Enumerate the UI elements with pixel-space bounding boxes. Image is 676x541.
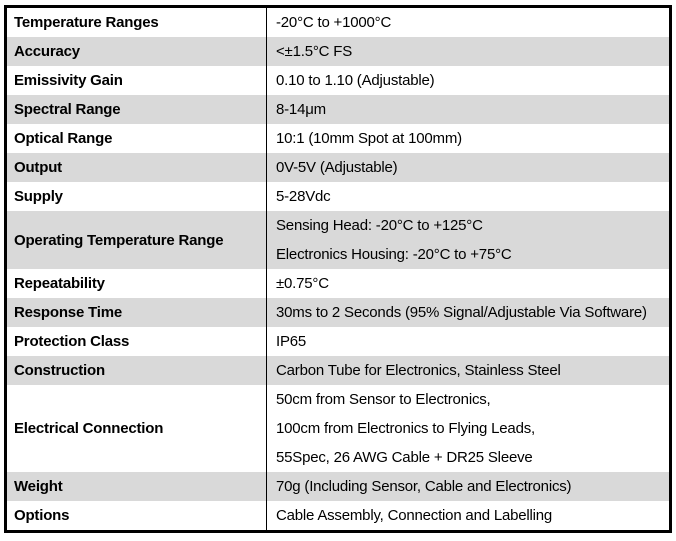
- spec-name: Accuracy: [14, 43, 80, 60]
- spec-name: Output: [14, 159, 62, 176]
- spec-name-cell: Operating Temperature Range: [7, 211, 267, 269]
- spec-value-line: Cable Assembly, Connection and Labelling: [276, 507, 553, 524]
- spec-name: Electrical Connection: [14, 420, 164, 437]
- table-row: Optical Range 10:1 (10mm Spot at 100mm): [7, 124, 669, 153]
- spec-name: Weight: [14, 478, 63, 495]
- spec-name: Construction: [14, 362, 105, 379]
- table-row: Output 0V-5V (Adjustable): [7, 153, 669, 182]
- spec-name: Repeatability: [14, 275, 105, 292]
- spec-name-cell: Optical Range: [7, 124, 267, 153]
- spec-value-line: 30ms to 2 Seconds (95% Signal/Adjustable…: [276, 304, 647, 321]
- spec-value-line: 5-28Vdc: [276, 188, 331, 205]
- spec-name-cell: Repeatability: [7, 269, 267, 298]
- spec-value-cell: -20°C to +1000°C: [267, 8, 669, 37]
- spec-name-cell: Protection Class: [7, 327, 267, 356]
- spec-value-line: Carbon Tube for Electronics, Stainless S…: [276, 362, 561, 379]
- spec-name: Temperature Ranges: [14, 14, 159, 31]
- spec-name-cell: Supply: [7, 182, 267, 211]
- table-row: Spectral Range 8-14μm: [7, 95, 669, 124]
- spec-name-cell: Output: [7, 153, 267, 182]
- spec-name-cell: Construction: [7, 356, 267, 385]
- table-row: Emissivity Gain 0.10 to 1.10 (Adjustable…: [7, 66, 669, 95]
- table-row: Supply 5-28Vdc: [7, 182, 669, 211]
- table-row: Operating Temperature Range Sensing Head…: [7, 211, 669, 269]
- spec-name-cell: Options: [7, 501, 267, 530]
- spec-name: Spectral Range: [14, 101, 121, 118]
- spec-name-cell: Weight: [7, 472, 267, 501]
- spec-name-cell: Accuracy: [7, 37, 267, 66]
- spec-name: Protection Class: [14, 333, 130, 350]
- spec-value-cell: 10:1 (10mm Spot at 100mm): [267, 124, 669, 153]
- spec-name-cell: Response Time: [7, 298, 267, 327]
- spec-value-cell: Sensing Head: -20°C to +125°C Electronics…: [267, 211, 669, 269]
- spec-name: Optical Range: [14, 130, 113, 147]
- spec-value-cell: 5-28Vdc: [267, 182, 669, 211]
- spec-name: Response Time: [14, 304, 122, 321]
- table-row: Options Cable Assembly, Connection and L…: [7, 501, 669, 530]
- specification-table: Temperature Ranges -20°C to +1000°C Accu…: [4, 5, 672, 533]
- spec-value-cell: ±0.75°C: [267, 269, 669, 298]
- spec-name-cell: Electrical Connection: [7, 385, 267, 472]
- table-row: Response Time 30ms to 2 Seconds (95% Sig…: [7, 298, 669, 327]
- table-row: Electrical Connection 50cm from Sensor t…: [7, 385, 669, 472]
- spec-value-line: Electronics Housing: -20°C to +75°C: [276, 246, 512, 263]
- spec-value-line: -20°C to +1000°C: [276, 14, 392, 31]
- spec-value-cell: 8-14μm: [267, 95, 669, 124]
- spec-value-line: 8-14μm: [276, 101, 326, 118]
- spec-value-line: 10:1 (10mm Spot at 100mm): [276, 130, 462, 147]
- table-row: Construction Carbon Tube for Electronics…: [7, 356, 669, 385]
- spec-value-cell: <±1.5°C FS: [267, 37, 669, 66]
- spec-value-line: 55Spec, 26 AWG Cable + DR25 Sleeve: [276, 449, 533, 466]
- table-row: Protection Class IP65: [7, 327, 669, 356]
- spec-value-cell: 0V-5V (Adjustable): [267, 153, 669, 182]
- table-row: Accuracy <±1.5°C FS: [7, 37, 669, 66]
- spec-name: Emissivity Gain: [14, 72, 123, 89]
- spec-name: Supply: [14, 188, 63, 205]
- spec-value-line: <±1.5°C FS: [276, 43, 353, 60]
- table-row: Weight 70g (Including Sensor, Cable and …: [7, 472, 669, 501]
- spec-value-line: 0.10 to 1.10 (Adjustable): [276, 72, 435, 89]
- spec-value-cell: 30ms to 2 Seconds (95% Signal/Adjustable…: [267, 298, 669, 327]
- spec-value-cell: Carbon Tube for Electronics, Stainless S…: [267, 356, 669, 385]
- spec-name-cell: Spectral Range: [7, 95, 267, 124]
- table-row: Temperature Ranges -20°C to +1000°C: [7, 8, 669, 37]
- spec-value-line: IP65: [276, 333, 307, 350]
- spec-value-cell: IP65: [267, 327, 669, 356]
- spec-value-cell: 50cm from Sensor to Electronics, 100cm fr…: [267, 385, 669, 472]
- spec-name-cell: Temperature Ranges: [7, 8, 267, 37]
- spec-value-line: 0V-5V (Adjustable): [276, 159, 398, 176]
- spec-value-cell: Cable Assembly, Connection and Labelling: [267, 501, 669, 530]
- table-row: Repeatability ±0.75°C: [7, 269, 669, 298]
- spec-value-line: 50cm from Sensor to Electronics,: [276, 391, 491, 408]
- spec-value-cell: 70g (Including Sensor, Cable and Electro…: [267, 472, 669, 501]
- spec-value-line: 100cm from Electronics to Flying Leads,: [276, 420, 535, 437]
- spec-value-line: Sensing Head: -20°C to +125°C: [276, 217, 483, 234]
- spec-name-cell: Emissivity Gain: [7, 66, 267, 95]
- spec-name: Operating Temperature Range: [14, 231, 224, 249]
- spec-value-line: ±0.75°C: [276, 275, 329, 292]
- spec-value-cell: 0.10 to 1.10 (Adjustable): [267, 66, 669, 95]
- spec-name: Options: [14, 507, 70, 524]
- spec-value-line: 70g (Including Sensor, Cable and Electro…: [276, 478, 572, 495]
